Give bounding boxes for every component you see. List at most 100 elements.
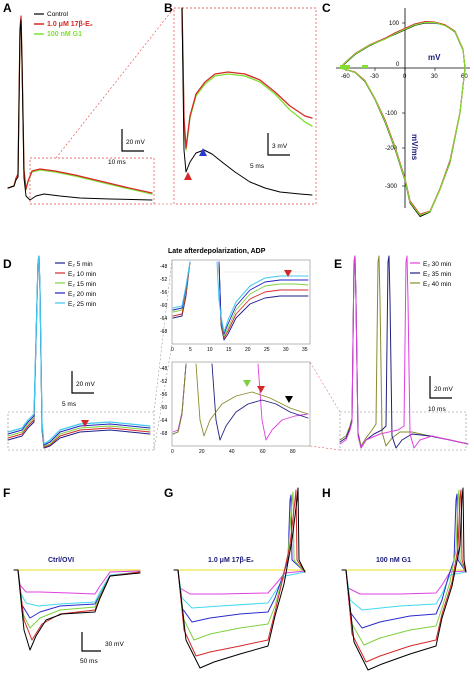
scale-bar-d xyxy=(71,371,94,394)
legend-label-g1: 100 nM G1 xyxy=(47,31,82,38)
inset-top-xtick-4: 15 xyxy=(226,347,232,353)
panel-letter-b: B xyxy=(164,1,173,15)
inset-bottom-xtick-4: 60 xyxy=(260,449,266,455)
marker-black-arrow-inset-bottom xyxy=(285,396,293,403)
y-ticks-c: 100 0 -100 -200 -300 xyxy=(385,21,405,190)
inset-top-xtick-2: 5 xyxy=(189,347,192,353)
y-tick-c-2: 0 xyxy=(396,62,400,68)
panel-d: Late afterdepolarization, ADP E₂ 5 min E… xyxy=(7,248,341,455)
legend-d-15: E₂ 15 min xyxy=(68,281,97,288)
phase-series-2 xyxy=(339,21,466,216)
panel-a: Control 1.0 μM 17β-E₂ 100 nM G1 20 mV 10… xyxy=(7,11,155,205)
marker-red-arrow-inset-top xyxy=(284,270,292,277)
x-tick-c-4: 30 xyxy=(431,74,438,80)
panel-letter-g: G xyxy=(164,486,173,500)
inset-top-xtick-5: 20 xyxy=(245,347,251,353)
x-tick-c-3: 0 xyxy=(403,74,407,80)
panel-d-title: Late afterdepolarization, ADP xyxy=(168,248,266,255)
zoom-box-a xyxy=(29,157,155,205)
panel-letter-e: E xyxy=(334,257,342,271)
panel-h-label: 100 nM G1 xyxy=(376,557,411,564)
scale-bar-e-time: 10 ms xyxy=(428,406,446,413)
trace-a-estradiol xyxy=(7,15,153,194)
scale-bar-f-time: 50 ms xyxy=(80,658,98,665)
legend-label-estradiol: 1.0 μM 17β-E₂ xyxy=(47,21,93,28)
zoom-frame-b xyxy=(173,7,317,205)
scale-bar-d-time: 5 ms xyxy=(62,401,77,408)
traces-f xyxy=(13,569,141,651)
threshold-markers-c xyxy=(340,65,368,69)
phase-plot-c xyxy=(339,21,466,217)
inset-bottom-ytick-2: -52 xyxy=(160,379,167,385)
traces-h xyxy=(341,487,467,671)
phase-series-1 xyxy=(339,21,466,215)
panel-letter-h: H xyxy=(322,486,331,500)
panel-e: E₂ 30 min E₂ 35 min E₂ 40 min 20 mV 10 m… xyxy=(339,255,469,451)
panel-letter-d: D xyxy=(3,257,12,271)
inset-e-bottom-ticks: -48 -52 -56 -60 -64 -68 0 20 40 60 80 xyxy=(160,366,296,455)
legend-d-10: E₂ 10 min xyxy=(68,271,97,278)
legend-e-30: E₂ 30 min xyxy=(423,261,452,268)
panel-letter-f: F xyxy=(3,486,10,500)
marker-red-arrow-inset-bottom xyxy=(257,386,265,393)
panel-h: 100 nM G1 xyxy=(341,487,467,671)
scale-bar-a xyxy=(121,129,144,152)
marker-red-arrow-d xyxy=(81,420,89,427)
y-tick-c-4: -200 xyxy=(385,146,398,152)
inset-d-top: -48 -52 -56 -60 -64 -68 0 5 10 15 20 25 … xyxy=(153,259,311,451)
legend-d: E₂ 5 min E₂ 10 min E₂ 15 min E₂ 20 min E… xyxy=(55,261,97,308)
trace-b-control xyxy=(181,7,313,196)
inset-e-bottom-traces xyxy=(172,363,309,441)
inset-bottom-ytick-5: -64 xyxy=(160,418,167,424)
zoom-box-d xyxy=(7,411,155,451)
inset-top-ytick-5: -64 xyxy=(160,316,167,322)
scale-bar-a-voltage: 20 mV xyxy=(126,139,145,146)
inset-top-ytick-6: -68 xyxy=(160,329,167,335)
y-tick-c-3: -100 xyxy=(385,111,398,117)
panel-b: 3 mV 5 ms xyxy=(55,7,317,205)
legend-label-control: Control xyxy=(47,11,69,18)
marker-blue-arrow-b xyxy=(199,148,207,156)
scale-bar-f-voltage: 30 mV xyxy=(105,641,124,648)
inset-top-ytick-3: -56 xyxy=(160,290,167,296)
legend-e-40: E₂ 40 min xyxy=(423,281,452,288)
inset-top-ytick-2: -52 xyxy=(160,277,167,283)
trace-b-g1 xyxy=(181,7,313,151)
marker-green-arrow-inset-bottom xyxy=(243,380,251,387)
legend-d-20: E₂ 20 min xyxy=(68,291,97,298)
inset-bottom-ytick-3: -56 xyxy=(160,392,167,398)
trace-a-control xyxy=(7,19,153,201)
legend-e: E₂ 30 min E₂ 35 min E₂ 40 min xyxy=(410,261,452,288)
panel-c: -60 -30 0 30 60 100 0 -100 -200 -300 mV … xyxy=(336,8,470,217)
scale-bar-a-time: 10 ms xyxy=(108,159,126,166)
panel-g-label: 1.0 μM 17β-E₂ xyxy=(208,557,254,564)
inset-d-top-traces xyxy=(172,261,309,341)
traces-g xyxy=(173,487,306,669)
inset-e-bottom: -48 -52 -56 -60 -64 -68 0 20 40 60 80 xyxy=(160,361,341,455)
x-tick-c-1: -60 xyxy=(341,74,350,80)
inset-bottom-ytick-1: -48 xyxy=(160,366,167,372)
axis-c-ylabel: mV/ms xyxy=(410,134,419,161)
panel-letter-a: A xyxy=(3,1,12,15)
panel-f-label: Ctrl/OVI xyxy=(48,557,74,564)
scale-bar-e-voltage: 20 mV xyxy=(434,386,453,393)
inset-bottom-ytick-4: -60 xyxy=(160,405,167,411)
inset-top-xtick-6: 25 xyxy=(264,347,270,353)
inset-top-xtick-7: 30 xyxy=(283,347,289,353)
trace-a-g1 xyxy=(7,17,153,195)
panel-f: Ctrl/OVI 30 mV 50 ms xyxy=(13,557,141,665)
scale-bar-d-voltage: 20 mV xyxy=(76,381,95,388)
inset-d-top-ticks: -48 -52 -56 -60 -64 -68 0 5 10 15 20 25 … xyxy=(160,264,308,353)
zoom-box-e xyxy=(339,411,467,451)
legend-e-35: E₂ 35 min xyxy=(423,271,452,278)
scale-bar-e xyxy=(429,376,452,399)
scale-bar-b-voltage: 3 mV xyxy=(272,143,288,150)
inset-bottom-xtick-2: 20 xyxy=(199,449,205,455)
inset-bottom-xtick-3: 40 xyxy=(229,449,235,455)
traces-d xyxy=(7,255,151,449)
inset-bottom-xtick-5: 80 xyxy=(290,449,296,455)
x-tick-c-5: 60 xyxy=(461,74,468,80)
scale-bar-b-time: 5 ms xyxy=(250,163,265,170)
scale-bar-f xyxy=(81,632,101,652)
